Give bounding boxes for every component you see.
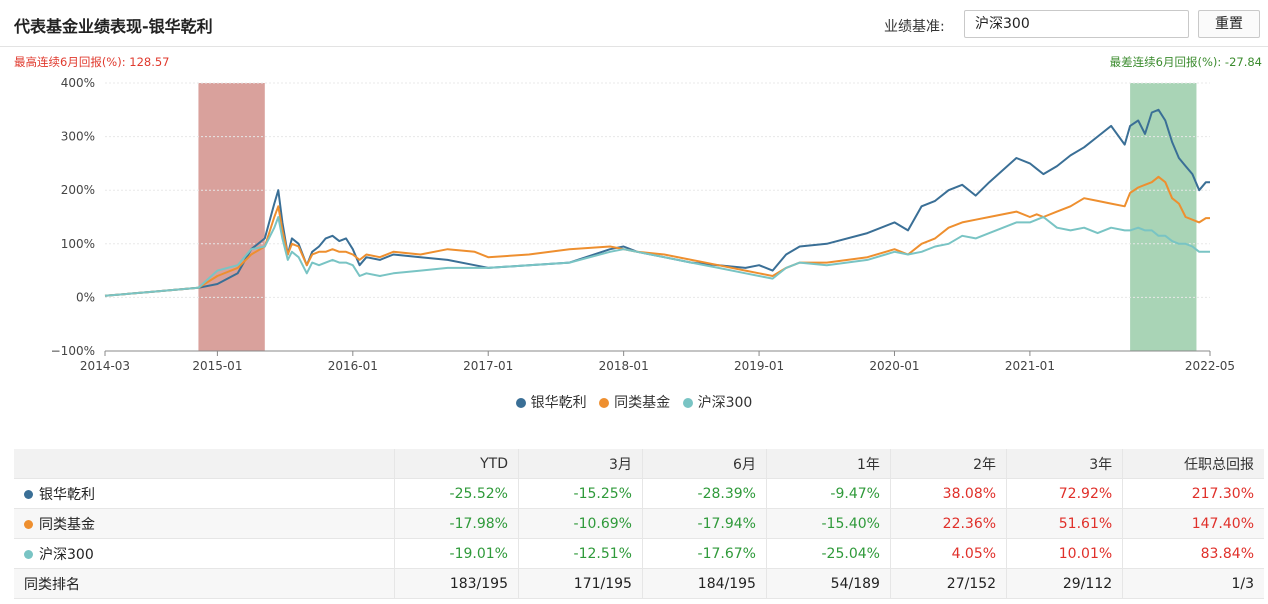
row-name: 银华乾利 [39, 486, 95, 503]
row-name: 同类基金 [39, 516, 95, 533]
row-name: 沪深300 [39, 546, 94, 563]
series-dot-icon [24, 519, 33, 529]
table-cell: -12.51% [518, 538, 643, 569]
reset-button[interactable]: 重置 [1198, 10, 1260, 38]
table-header-cell: 1年 [766, 449, 891, 479]
y-tick-label: 0% [76, 290, 95, 304]
header: 代表基金业绩表现-银华乾利 业绩基准: 沪深300 重置 [0, 0, 1268, 47]
table-header-cell: 2年 [890, 449, 1008, 479]
highlight-band [198, 83, 265, 351]
legend-label: 同类基金 [614, 395, 671, 411]
table-cell: 1/3 [1122, 568, 1264, 599]
legend-label: 沪深300 [697, 395, 753, 411]
performance-chart: −100% 0% 100% 200% 300% 400% 2014-03 2015-01 201… [51, 76, 1235, 373]
x-tick-label: 2014-03 [80, 359, 130, 373]
x-tick-label: 2016-01 [328, 359, 378, 373]
table-header-cell: YTD [394, 449, 519, 479]
table-row: 银华乾利 -25.52% -15.25% -28.39% -9.47% 38.0… [14, 478, 1264, 509]
table-cell: 171/195 [518, 568, 643, 599]
table-cell: 184/195 [642, 568, 767, 599]
table-cell: 38.08% [890, 478, 1008, 509]
table-cell: 72.92% [1006, 478, 1124, 509]
table-header-row: YTD 3月 6月 1年 2年 3年 任职总回报 [14, 449, 1264, 479]
table-row: 同类基金 -17.98% -10.69% -17.94% -15.40% 22.… [14, 508, 1264, 539]
legend-dot-icon [682, 398, 693, 408]
table-cell: 4.05% [890, 538, 1008, 569]
worst-streak-label: 最差连续6月回报(%): [1109, 55, 1222, 69]
legend-item[interactable]: 沪深300 [682, 392, 753, 412]
table-cell: 183/195 [394, 568, 519, 599]
row-name-cell: 沪深300 [14, 538, 395, 569]
table-row: 沪深300 -19.01% -12.51% -17.67% -25.04% 4.… [14, 538, 1264, 569]
table-cell: -25.04% [766, 538, 891, 569]
table-cell: -15.40% [766, 508, 891, 539]
table-cell: -10.69% [518, 508, 643, 539]
legend-dot-icon [599, 398, 610, 408]
performance-table: YTD 3月 6月 1年 2年 3年 任职总回报 银华乾利 -25.52% -1… [14, 449, 1264, 599]
table-cell: -19.01% [394, 538, 519, 569]
y-tick-label: 400% [61, 76, 95, 90]
benchmark-input[interactable]: 沪深300 [964, 10, 1189, 38]
table-cell: 217.30% [1122, 478, 1264, 509]
series-line-1 [104, 108, 1210, 297]
table-header-cell: 3月 [518, 449, 643, 479]
series-line-3 [104, 216, 1210, 297]
page-title: 代表基金业绩表现-银华乾利 [14, 17, 213, 36]
series-dot-icon [24, 549, 33, 559]
table-header-cell [14, 449, 395, 479]
table-cell: -28.39% [642, 478, 767, 509]
best-streak-label: 最高连续6月回报(%): [14, 55, 126, 69]
x-tick-label: 2021-01 [1005, 359, 1055, 373]
best-streak: 最高连续6月回报(%): 128.57 [14, 54, 170, 70]
row-name-cell: 银华乾利 [14, 478, 395, 509]
table-cell: 83.84% [1122, 538, 1264, 569]
series-line-2 [104, 175, 1210, 297]
row-name-cell: 同类基金 [14, 508, 395, 539]
chart-legend: 银华乾利 同类基金 沪深300 [0, 392, 1268, 412]
table-cell: 54/189 [766, 568, 891, 599]
x-tick-label: 2018-01 [599, 359, 649, 373]
row-name-cell: 同类排名 [14, 568, 395, 599]
table-header-cell: 任职总回报 [1122, 449, 1264, 479]
table-cell: -9.47% [766, 478, 891, 509]
series-dot-icon [24, 489, 33, 499]
table-cell: 22.36% [890, 508, 1008, 539]
x-tick-label: 2017-01 [463, 359, 513, 373]
table-cell: 27/152 [890, 568, 1008, 599]
rank-row: 同类排名 183/195 171/195 184/195 54/189 27/1… [14, 568, 1264, 599]
table-cell: 29/112 [1006, 568, 1124, 599]
table-cell: 10.01% [1006, 538, 1124, 569]
y-tick-label: 200% [61, 183, 95, 197]
x-tick-label: 2019-01 [734, 359, 784, 373]
table-cell: -17.98% [394, 508, 519, 539]
table-header-cell: 3年 [1006, 449, 1124, 479]
x-tick-label: 2022-05 [1185, 359, 1235, 373]
table-cell: -17.94% [642, 508, 767, 539]
legend-item[interactable]: 同类基金 [599, 392, 670, 412]
legend-dot-icon [515, 398, 526, 408]
table-cell: -17.67% [642, 538, 767, 569]
y-tick-label: 100% [61, 237, 95, 251]
x-tick-label: 2020-01 [869, 359, 919, 373]
benchmark-label: 业绩基准: [884, 19, 945, 35]
x-tick-label: 2015-01 [192, 359, 242, 373]
y-tick-label: −100% [51, 344, 95, 358]
table-cell: 147.40% [1122, 508, 1264, 539]
best-streak-value: 128.57 [129, 55, 170, 69]
worst-streak-value: -27.84 [1224, 55, 1262, 69]
legend-label: 银华乾利 [530, 395, 587, 411]
table-cell: 51.61% [1006, 508, 1124, 539]
table-cell: -15.25% [518, 478, 643, 509]
table-header-cell: 6月 [642, 449, 767, 479]
y-tick-label: 300% [61, 130, 95, 144]
legend-item[interactable]: 银华乾利 [515, 392, 587, 412]
table-cell: -25.52% [394, 478, 519, 509]
worst-streak: 最差连续6月回报(%): -27.84 [1110, 54, 1262, 70]
